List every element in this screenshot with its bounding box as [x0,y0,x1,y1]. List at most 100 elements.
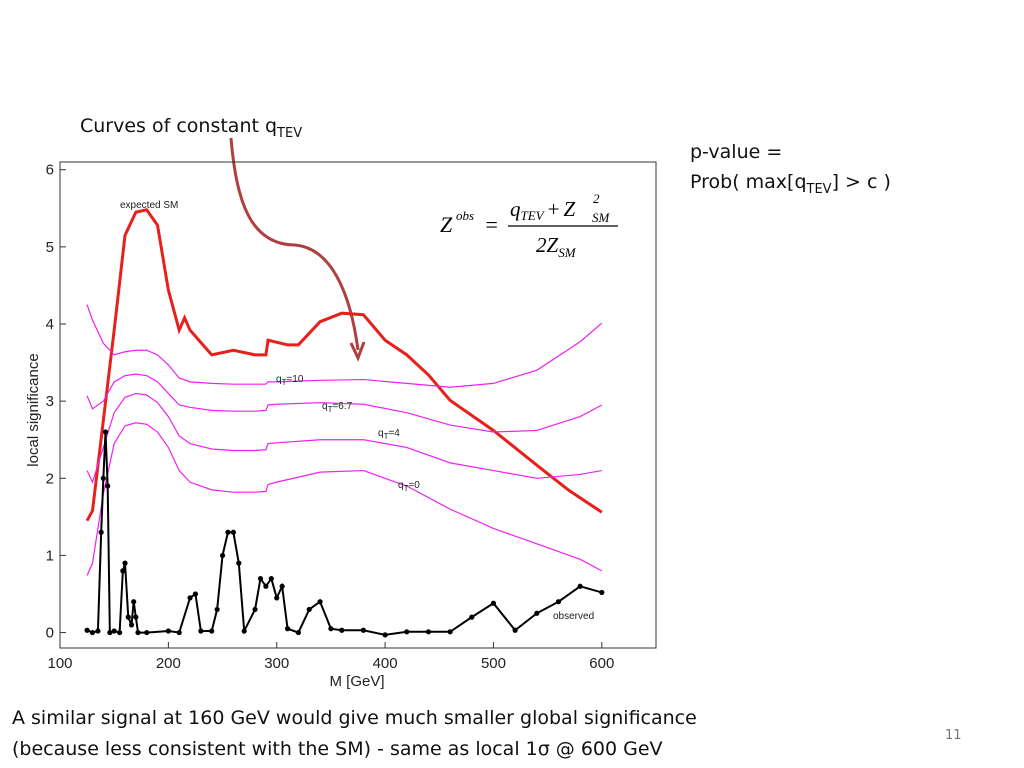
series-line [86,422,603,576]
y-tick-label: 6 [46,162,54,179]
y-axis-label: local significance [25,353,42,466]
point [339,627,345,633]
point [117,629,123,636]
series-line [85,208,603,522]
y-tick-label: 0 [46,625,54,642]
y-tick-label: 3 [46,393,54,410]
point [279,583,285,589]
point [84,627,90,633]
point [425,629,432,635]
label-part: T [328,405,333,414]
y-tick-label: 1 [46,547,54,564]
y-tick-label: 5 [46,239,54,256]
annotation-sub: TEV [276,126,302,141]
f: + [548,197,560,221]
series-line [86,373,603,433]
point [122,560,128,566]
point [95,628,101,634]
point [268,575,274,582]
pvalue-text: ] > c ) [832,171,891,193]
point [135,629,141,636]
point [317,599,323,605]
formula-lhs: Z [440,212,453,237]
x-tick-label: 600 [589,655,614,672]
x-tick-label: 100 [47,655,72,672]
point [165,628,171,634]
f: SM [558,245,577,260]
point [125,614,131,620]
point [133,614,139,620]
label-part: =6.7 [332,401,352,412]
point [360,627,367,633]
point [128,622,135,628]
plot-frame [59,161,657,649]
point [490,600,497,606]
caption: (because less consistent with the SM) - … [12,738,663,760]
series-label: qT=6.7 [322,401,353,414]
x-tick-label: 400 [373,655,398,672]
series-line [86,392,602,484]
caption: A similar signal at 160 GeV would give m… [12,707,697,729]
point [577,583,583,589]
point [284,626,291,632]
arrow [229,137,360,351]
point [328,626,334,632]
series-label: qT=0 [398,480,420,493]
point [102,429,109,435]
series-label: qT=4 [378,428,400,441]
f: q [510,197,521,221]
x-tick-label: 200 [156,655,181,672]
pvalue-line2: Prob( max[qTEV] > c ) [690,171,891,197]
label-part: =4 [388,428,400,439]
point [512,627,518,633]
label-part: =10 [286,374,303,385]
point [98,529,104,535]
point [599,589,605,596]
annotation: Curves of constant qTEV [80,115,302,141]
point [120,568,126,574]
pvalue-text: Prob( max[q [690,171,807,193]
label-part: q [276,374,282,385]
page-number: 11 [945,728,962,743]
series-label: observed [553,611,594,622]
formula-sup: obs [456,208,474,223]
point [198,628,204,634]
formula-eq: = [484,212,499,237]
point [89,629,96,636]
formula-sm: SM [592,210,611,225]
point [230,529,236,535]
point [131,599,137,605]
series-line [86,431,603,636]
formula-sq: 2 [593,191,600,206]
y-tick-label: 2 [46,470,54,487]
annotation-text: Curves of constant q [80,115,277,137]
point [534,610,540,616]
series-line [86,304,603,388]
f: 2Z [536,233,559,257]
pvalue-sub: TEV [806,182,832,197]
label-part: T [404,484,409,493]
label-part: T [282,378,287,387]
point [187,595,193,601]
series-label: qT=10 [276,374,304,387]
point [252,606,258,613]
point [209,628,215,634]
point [241,628,247,634]
point [382,632,388,638]
point [225,529,231,535]
formula-den: 2ZSM [536,233,577,260]
point [176,629,182,636]
point [447,629,453,635]
point [105,483,111,489]
point [144,629,150,636]
f: Z [563,197,575,221]
y-tick-label: 4 [46,316,54,333]
point [469,614,475,620]
point [555,599,562,605]
label-part: =0 [408,480,420,491]
x-tick-label: 500 [481,655,506,672]
arrow-head [349,341,366,362]
point [192,591,199,597]
